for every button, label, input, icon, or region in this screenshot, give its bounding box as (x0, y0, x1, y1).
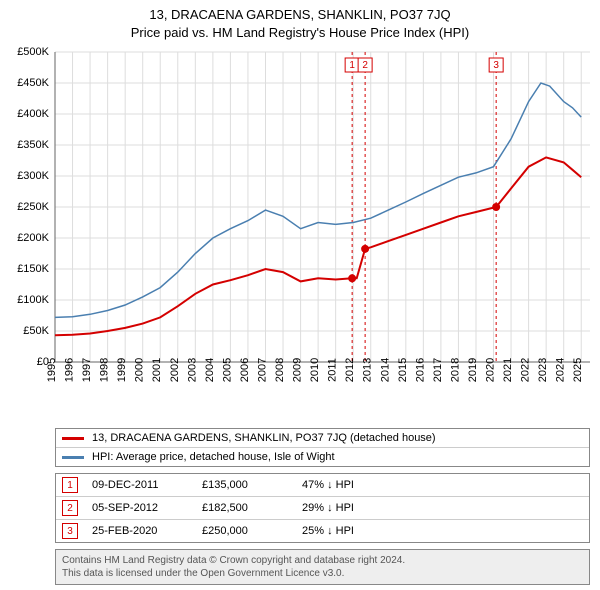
footer-line-1: Contains HM Land Registry data © Crown c… (62, 554, 583, 567)
x-tick-label: 2012 (344, 358, 356, 382)
x-tick-label: 2025 (572, 358, 584, 382)
x-tick-label: 1995 (46, 358, 58, 382)
x-tick-label: 2011 (327, 359, 339, 383)
x-tick-label: 2014 (379, 358, 391, 382)
x-tick-label: 2006 (239, 358, 251, 382)
legend-label: 13, DRACAENA GARDENS, SHANKLIN, PO37 7JQ… (92, 432, 436, 444)
x-tick-label: 2021 (502, 358, 514, 382)
annotation-price: £182,500 (202, 502, 302, 514)
chart-svg: £0£50K£100K£150K£200K£250K£300K£350K£400… (0, 42, 600, 422)
y-tick-label: £250K (17, 201, 49, 213)
x-tick-label: 2009 (292, 358, 304, 382)
chart-container: 13, DRACAENA GARDENS, SHANKLIN, PO37 7JQ… (0, 0, 600, 585)
annotation-date: 05-SEP-2012 (92, 502, 202, 514)
annotation-row: 2 05-SEP-2012£182,50029% ↓ HPI (56, 496, 589, 519)
annotation-row: 1 09-DEC-2011£135,00047% ↓ HPI (56, 474, 589, 496)
x-tick-label: 2017 (432, 358, 444, 382)
x-tick-label: 2010 (309, 358, 321, 382)
x-tick-label: 1996 (64, 358, 76, 382)
x-tick-label: 2008 (274, 358, 286, 382)
x-tick-label: 2022 (520, 358, 532, 382)
title-line-1: 13, DRACAENA GARDENS, SHANKLIN, PO37 7JQ (0, 6, 600, 24)
legend-label: HPI: Average price, detached house, Isle… (92, 451, 335, 463)
x-tick-label: 2000 (134, 358, 146, 382)
x-tick-label: 1998 (99, 358, 111, 382)
title-block: 13, DRACAENA GARDENS, SHANKLIN, PO37 7JQ… (0, 0, 600, 42)
x-tick-label: 2001 (151, 358, 163, 382)
annotation-table: 1 09-DEC-2011£135,00047% ↓ HPI 2 05-SEP-201… (55, 473, 590, 543)
annotation-marker: 1 (62, 477, 78, 493)
x-tick-label: 2005 (221, 358, 233, 382)
x-tick-label: 2004 (204, 358, 216, 382)
x-tick-label: 2013 (362, 358, 374, 382)
x-tick-label: 2015 (397, 358, 409, 382)
y-tick-label: £350K (17, 139, 49, 151)
annotation-date: 25-FEB-2020 (92, 525, 202, 537)
y-tick-label: £500K (17, 46, 49, 58)
y-tick-label: £400K (17, 108, 49, 120)
y-tick-label: £50K (23, 325, 49, 337)
chart-area: £0£50K£100K£150K£200K£250K£300K£350K£400… (0, 42, 600, 422)
marker-dot (348, 275, 356, 283)
marker-dot (492, 203, 500, 211)
y-tick-label: £450K (17, 77, 49, 89)
footer-license: Contains HM Land Registry data © Crown c… (55, 549, 590, 585)
x-tick-label: 2020 (485, 358, 497, 382)
x-tick-label: 2002 (169, 358, 181, 382)
marker-label-box: 1 (349, 60, 355, 71)
y-tick-label: £100K (17, 294, 49, 306)
annotation-marker: 3 (62, 523, 78, 539)
footer-line-2: This data is licensed under the Open Gov… (62, 567, 583, 580)
legend-row: 13, DRACAENA GARDENS, SHANKLIN, PO37 7JQ… (56, 429, 589, 447)
x-tick-label: 2007 (256, 358, 268, 382)
annotation-price: £135,000 (202, 479, 302, 491)
annotation-row: 3 25-FEB-2020£250,00025% ↓ HPI (56, 519, 589, 542)
x-tick-label: 1997 (81, 358, 93, 382)
x-tick-label: 2003 (186, 358, 198, 382)
annotation-date: 09-DEC-2011 (92, 479, 202, 491)
annotation-price: £250,000 (202, 525, 302, 537)
annotation-diff: 47% ↓ HPI (302, 479, 354, 491)
legend-swatch (62, 437, 84, 440)
annotation-diff: 25% ↓ HPI (302, 525, 354, 537)
marker-label-box: 3 (493, 60, 499, 71)
x-tick-label: 2023 (537, 358, 549, 382)
legend-box: 13, DRACAENA GARDENS, SHANKLIN, PO37 7JQ… (55, 428, 590, 467)
marker-dot (361, 245, 369, 253)
x-tick-label: 2018 (449, 358, 461, 382)
x-tick-label: 1999 (116, 358, 128, 382)
y-tick-label: £150K (17, 263, 49, 275)
legend-swatch (62, 456, 84, 459)
legend-row: HPI: Average price, detached house, Isle… (56, 447, 589, 466)
x-tick-label: 2016 (414, 358, 426, 382)
annotation-marker: 2 (62, 500, 78, 516)
y-tick-label: £300K (17, 170, 49, 182)
marker-label-box: 2 (362, 60, 368, 71)
x-tick-label: 2019 (467, 358, 479, 382)
annotation-diff: 29% ↓ HPI (302, 502, 354, 514)
y-tick-label: £200K (17, 232, 49, 244)
x-tick-label: 2024 (555, 358, 567, 382)
title-line-2: Price paid vs. HM Land Registry's House … (0, 24, 600, 42)
